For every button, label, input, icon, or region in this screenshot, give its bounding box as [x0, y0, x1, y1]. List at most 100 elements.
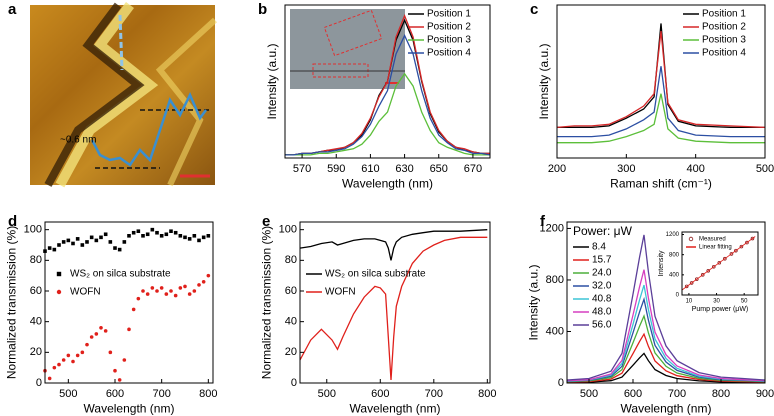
- marker: [103, 232, 108, 237]
- marker: [206, 273, 211, 278]
- marker: [99, 235, 103, 240]
- x-tick-label: 500: [580, 388, 598, 400]
- series-line: [566, 352, 766, 384]
- marker: [192, 289, 197, 293]
- marker: [169, 229, 173, 233]
- y-axis-label: Intensity (a.u.): [265, 43, 279, 119]
- legend-swatch: [56, 289, 62, 295]
- x-tick-label: 650: [430, 163, 448, 175]
- legend-label: WS₂ on silca substrate: [325, 269, 426, 280]
- y-axis-label: Intensity: [658, 250, 665, 277]
- y-tick-label: 40: [285, 316, 297, 328]
- y-axis-label: Intensity (a.u.): [537, 43, 551, 119]
- marker: [141, 234, 145, 238]
- y-tick-label: 60: [30, 285, 42, 297]
- marker: [61, 240, 66, 244]
- marker: [71, 359, 75, 364]
- x-axis-label: Wavelength (nm): [342, 177, 433, 191]
- y-axis-label: Intensity (a.u.): [526, 264, 540, 340]
- legend-label: 24.0: [592, 268, 612, 279]
- marker: [47, 246, 52, 250]
- panel-label: b: [258, 1, 267, 18]
- series-line: [566, 296, 766, 382]
- x-axis-label: Raman shift (cm⁻¹): [610, 177, 712, 191]
- marker: [66, 353, 71, 358]
- legend-label: Position 4: [427, 48, 471, 59]
- marker: [145, 232, 150, 237]
- marker: [155, 230, 159, 235]
- y-tick-label: 100: [279, 224, 297, 236]
- marker: [122, 358, 127, 362]
- legend-label: WS₂ on silca substrate: [70, 269, 171, 280]
- legend-swatch: [688, 236, 694, 242]
- marker: [80, 350, 85, 355]
- y-tick-label: 80: [30, 254, 42, 266]
- legend-label: Position 1: [702, 9, 746, 20]
- series-line: [557, 66, 765, 138]
- y-tick-label: 800: [546, 274, 564, 286]
- x-tick-label: 700: [668, 388, 686, 400]
- marker: [52, 365, 57, 370]
- marker: [136, 229, 141, 233]
- x-tick-label: 10: [686, 299, 693, 305]
- marker: [684, 284, 689, 289]
- x-tick-label: 500: [59, 388, 77, 400]
- y-tick-label: 40: [30, 316, 42, 328]
- legend-label: Position 4: [702, 48, 746, 59]
- x-tick-label: 600: [624, 388, 642, 400]
- marker: [94, 238, 99, 243]
- marker: [122, 240, 127, 244]
- marker: [183, 284, 187, 289]
- marker: [711, 264, 716, 269]
- marker: [694, 277, 699, 281]
- x-tick-label: 700: [152, 388, 170, 400]
- plot-frame: [299, 221, 491, 384]
- x-tick-label: 800: [712, 388, 730, 400]
- legend-label: Position 3: [427, 35, 471, 46]
- x-tick-label: 630: [395, 163, 413, 175]
- y-tick-label: 100: [24, 224, 42, 236]
- legend-label: 32.0: [592, 281, 612, 292]
- y-tick-label: 400: [546, 325, 564, 337]
- marker: [108, 350, 113, 355]
- marker: [183, 235, 187, 240]
- marker: [734, 248, 738, 253]
- y-tick-label: 20: [285, 346, 297, 358]
- marker: [75, 237, 80, 241]
- y-tick-label: 1200: [666, 232, 680, 238]
- series-line: [556, 30, 766, 129]
- afm-image: [30, 2, 218, 188]
- marker: [117, 247, 122, 252]
- marker: [94, 332, 99, 336]
- marker: [85, 342, 89, 347]
- marker: [57, 243, 61, 247]
- x-tick-label: 30: [713, 299, 720, 305]
- legend-label: WOFN: [325, 287, 356, 298]
- legend-title: Power: μW: [573, 224, 633, 238]
- panel-label: e: [262, 213, 270, 230]
- marker: [197, 283, 201, 287]
- x-tick-label: 600: [371, 388, 389, 400]
- x-axis-label: Wavelength (nm): [621, 402, 712, 416]
- x-tick-label: 610: [361, 163, 379, 175]
- x-tick-label: 400: [686, 163, 704, 175]
- marker: [61, 358, 66, 362]
- marker: [57, 362, 61, 367]
- marker: [173, 230, 178, 235]
- marker: [113, 246, 117, 250]
- series-line: [566, 314, 766, 383]
- marker: [127, 234, 131, 238]
- marker: [700, 273, 705, 277]
- marker: [206, 234, 211, 238]
- legend-label: 15.7: [592, 255, 612, 266]
- x-tick-label: 900: [756, 388, 774, 400]
- y-tick-label: 0: [676, 293, 680, 299]
- legend-label: Position 2: [702, 22, 746, 33]
- photo-inset: [290, 9, 405, 89]
- marker: [75, 353, 80, 358]
- marker: [145, 292, 150, 296]
- marker: [155, 289, 159, 293]
- y-tick-label: 20: [30, 346, 42, 358]
- marker: [201, 235, 206, 240]
- x-tick-label: 700: [425, 388, 443, 400]
